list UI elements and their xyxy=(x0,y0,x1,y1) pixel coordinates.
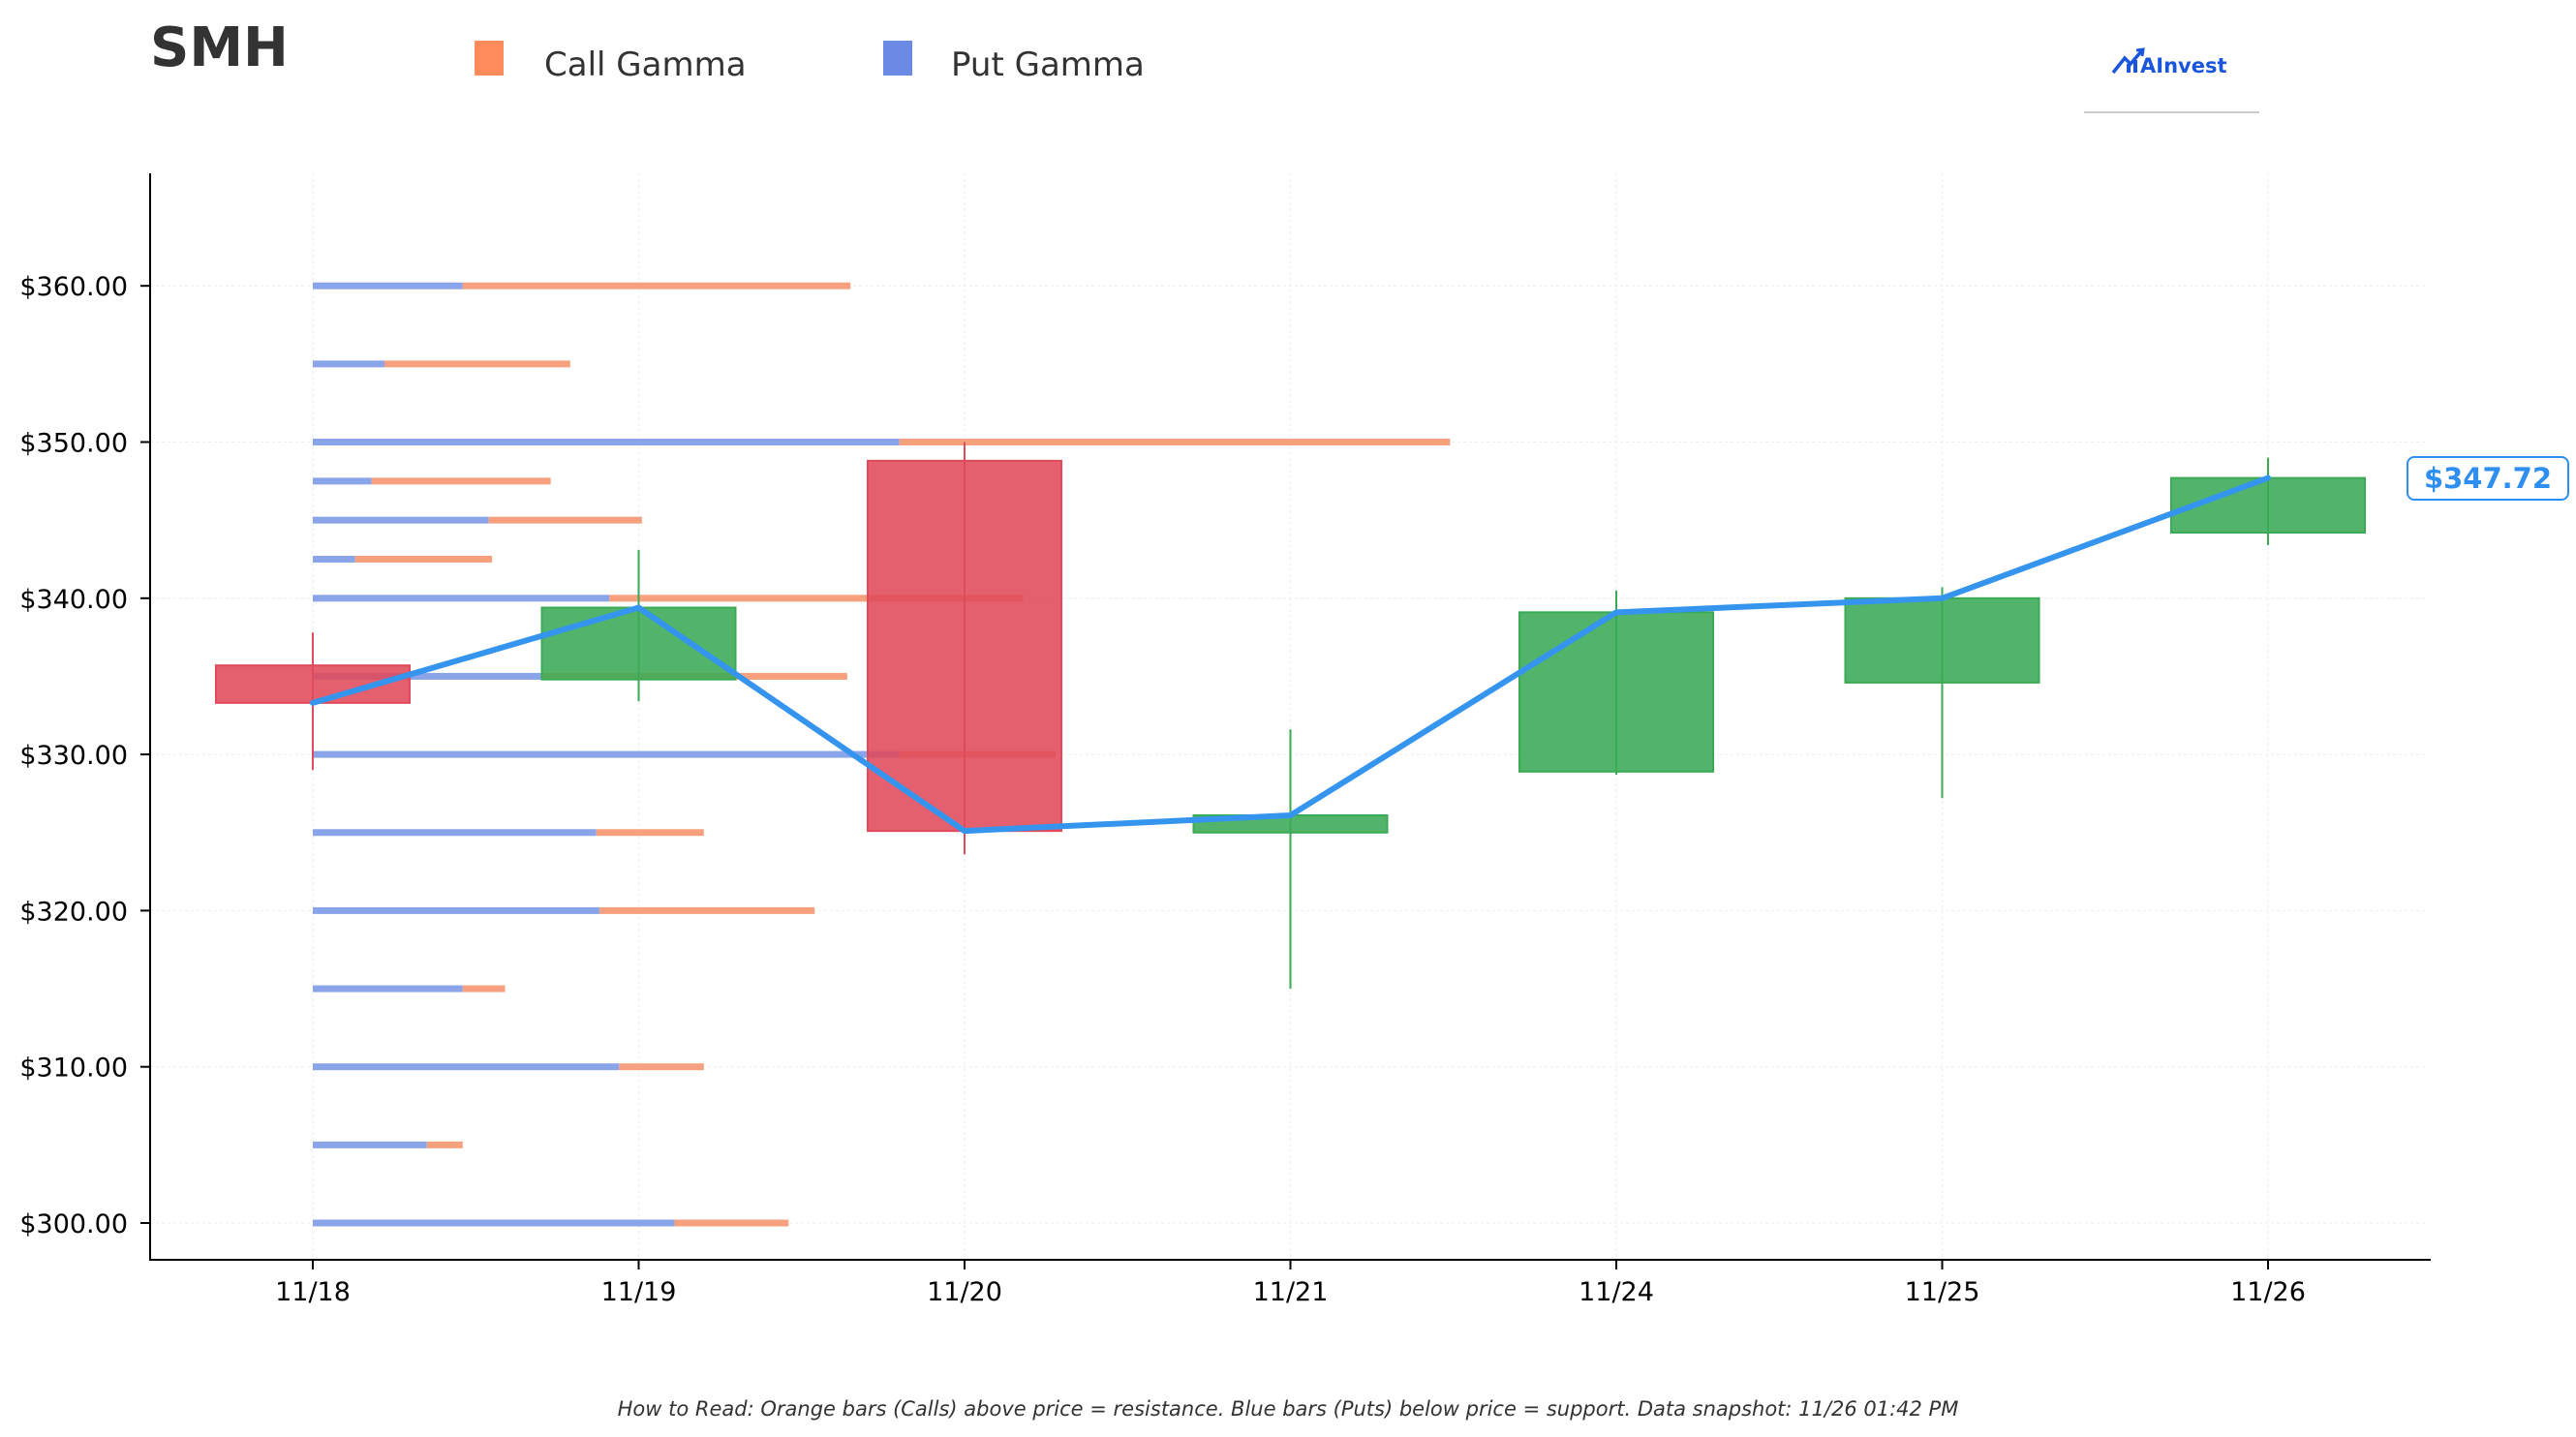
put-gamma-bar xyxy=(313,360,385,368)
x-tick-label: 11/18 xyxy=(275,1277,351,1307)
call-gamma-bar xyxy=(462,282,851,290)
close-price-line xyxy=(310,474,2271,835)
call-gamma-bar xyxy=(609,595,1024,602)
current-price-label: $347.72 xyxy=(2424,462,2552,495)
legend-swatch-call xyxy=(475,41,504,76)
call-gamma-bar xyxy=(619,1063,704,1071)
call-gamma-bar xyxy=(899,439,1451,445)
put-gamma-bar xyxy=(313,477,372,485)
call-gamma-bar xyxy=(371,477,551,485)
call-gamma-bar xyxy=(674,1219,789,1227)
legend-swatch-put xyxy=(883,41,912,76)
logo-chart-icon xyxy=(2111,47,2145,75)
put-gamma-bar xyxy=(313,985,463,993)
candle-body xyxy=(2170,476,2366,535)
ticker-title: SMH xyxy=(150,16,289,79)
put-gamma-bar xyxy=(313,672,541,680)
x-axis-ticks: 11/18 11/19 11/20 11/21 11/24 11/25 11/26 xyxy=(275,1260,2306,1307)
x-tick-label: 11/24 xyxy=(1579,1277,1654,1307)
y-tick-label: $330.00 xyxy=(19,741,128,771)
gamma-bars xyxy=(313,282,1451,1227)
put-gamma-bar xyxy=(313,439,900,445)
call-gamma-bar xyxy=(599,906,815,914)
y-tick-label: $320.00 xyxy=(19,897,128,927)
legend-label-put: Put Gamma xyxy=(951,46,1145,84)
legend-label-call: Call Gamma xyxy=(544,46,747,84)
y-tick-label: $350.00 xyxy=(19,429,128,459)
how-to-read-note: How to Read: Orange bars (Calls) above p… xyxy=(618,1397,1959,1421)
price-line xyxy=(310,474,2271,835)
candle-body xyxy=(867,459,1062,833)
current-price-marker: $347.72 xyxy=(2407,456,2569,501)
put-gamma-bar xyxy=(313,555,355,563)
y-tick-label: $360.00 xyxy=(19,272,128,302)
put-gamma-bar xyxy=(313,595,610,602)
put-gamma-bar xyxy=(313,282,463,290)
y-tick-label: $310.00 xyxy=(19,1054,128,1084)
y-tick-label: $340.00 xyxy=(19,585,128,615)
ainvest-logo: AInvest xyxy=(2084,47,2259,113)
x-tick-label: 11/21 xyxy=(1253,1277,1329,1307)
call-gamma-bar xyxy=(426,1141,463,1148)
x-tick-label: 11/19 xyxy=(601,1277,677,1307)
gridlines xyxy=(150,173,2429,1259)
put-gamma-bar xyxy=(313,1141,427,1148)
put-gamma-bar xyxy=(313,1219,675,1227)
candle-body xyxy=(540,606,737,681)
x-tick-label: 11/20 xyxy=(927,1277,1002,1307)
x-tick-label: 11/26 xyxy=(2230,1277,2306,1307)
legend: Call Gamma Put Gamma xyxy=(475,41,1145,84)
candle-body xyxy=(1844,596,2040,684)
y-axis-ticks: $300.00 $310.00 $320.00 $330.00 $340.00 $350.… xyxy=(19,272,150,1239)
put-gamma-bar xyxy=(313,516,489,524)
call-gamma-bar xyxy=(462,985,506,993)
put-gamma-bar xyxy=(313,1063,620,1071)
candle-body xyxy=(1518,611,1714,773)
current-price-box xyxy=(2407,456,2569,501)
call-gamma-bar xyxy=(488,516,642,524)
call-gamma-bar xyxy=(354,555,493,563)
x-tick-label: 11/25 xyxy=(1905,1277,1980,1307)
call-gamma-bar xyxy=(596,829,704,837)
put-gamma-bar xyxy=(313,906,600,914)
put-gamma-bar xyxy=(313,750,900,758)
call-gamma-bar xyxy=(384,360,570,368)
put-gamma-bar xyxy=(313,829,597,837)
y-tick-label: $300.00 xyxy=(19,1209,128,1239)
logo-text: AInvest xyxy=(2140,54,2227,77)
